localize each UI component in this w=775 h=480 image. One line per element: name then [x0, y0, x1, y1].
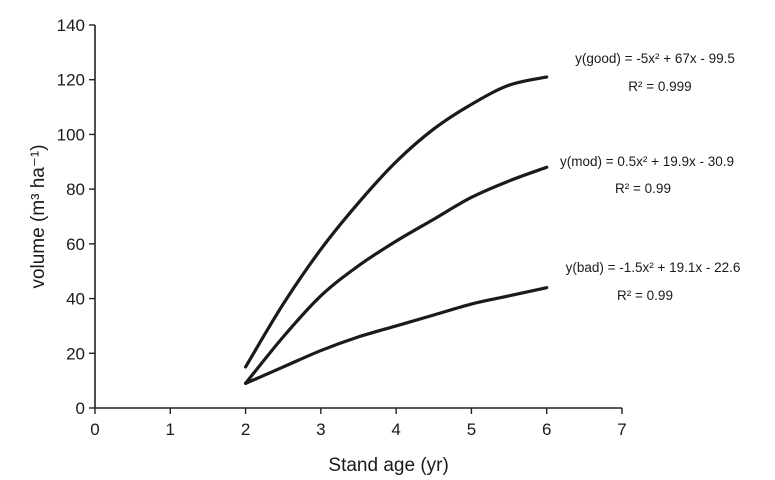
y-tick-label: 100	[57, 125, 85, 144]
y-tick-label: 20	[66, 344, 85, 363]
y-tick-label: 60	[66, 235, 85, 254]
x-tick-label: 2	[241, 420, 250, 439]
series-mod-line	[243, 165, 549, 385]
y-tick-label: 0	[76, 399, 85, 418]
y-tick-label: 120	[57, 71, 85, 90]
y-tick-label: 80	[66, 180, 85, 199]
x-tick-label: 1	[166, 420, 175, 439]
equation-good: y(good) = -5x² + 67x - 99.5	[575, 51, 735, 66]
equation-mod: y(mod) = 0.5x² + 19.9x - 30.9	[560, 154, 734, 169]
equation-bad: y(bad) = -1.5x² + 19.1x - 22.6	[566, 260, 741, 275]
series-group	[243, 75, 549, 385]
y-tick-label: 40	[66, 290, 85, 309]
y-axis-title: volume (m³ ha⁻¹)	[28, 144, 49, 288]
x-axis-ticks: 0 1 2 3 4 5 6 7	[90, 408, 627, 439]
x-tick-label: 0	[90, 420, 99, 439]
equation-labels: y(good) = -5x² + 67x - 99.5 R² = 0.999 y(m…	[560, 51, 740, 303]
x-tick-label: 6	[542, 420, 551, 439]
x-tick-label: 5	[467, 420, 476, 439]
x-axis-title: Stand age (yr)	[328, 455, 448, 476]
series-good-line	[243, 75, 549, 369]
x-tick-label: 4	[391, 420, 400, 439]
r-squared-mod: R² = 0.99	[615, 181, 671, 196]
r-squared-bad: R² = 0.99	[617, 288, 673, 303]
y-axis-ticks: 0 20 40 60 80 100 120 140	[57, 16, 95, 418]
r-squared-good: R² = 0.999	[628, 79, 691, 94]
y-tick-label: 140	[57, 16, 85, 35]
series-bad-line	[243, 286, 549, 385]
x-tick-label: 7	[617, 420, 626, 439]
x-tick-label: 3	[316, 420, 325, 439]
